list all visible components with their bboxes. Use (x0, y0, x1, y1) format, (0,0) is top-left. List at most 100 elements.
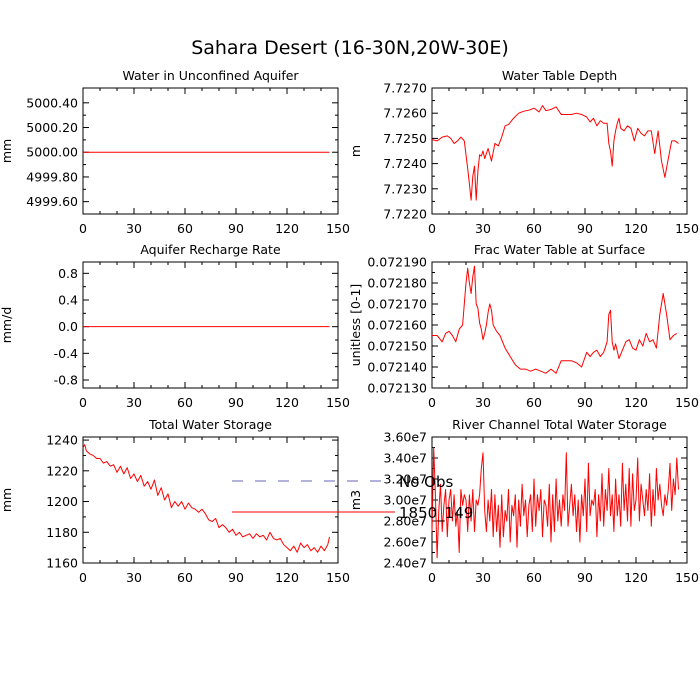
plot-frame (82, 436, 339, 564)
legend: No Obs 1850_149 (232, 473, 473, 523)
series-line-1850_149 (432, 265, 678, 374)
chart-panel-5: Total Water Storage mm 0 30 60 90 120 150 1160 11… (0, 417, 350, 585)
x-tick-label: 30 (475, 221, 491, 236)
y-tick-label: 1200 (46, 494, 78, 509)
y-tick-label: 0.072130 (367, 381, 427, 396)
x-tick-label: 0 (428, 570, 436, 585)
x-tick-label: 30 (475, 395, 491, 410)
figure-title: Sahara Desert (16-30N,20W-30E) (191, 37, 509, 59)
x-tick-label: 120 (275, 395, 299, 410)
x-tick-label: 120 (624, 395, 648, 410)
y-tick-label: 1160 (46, 556, 78, 571)
y-tick-label: 5000.00 (26, 145, 78, 160)
y-tick-label: 0.0 (58, 319, 78, 334)
x-tick-label: 30 (126, 221, 142, 236)
y-tick-label: 4999.80 (26, 169, 78, 184)
chart-panel-4: Frac Water Table at Surface unitless [0-1… (348, 242, 699, 410)
x-tick-label: 150 (326, 221, 350, 236)
plot-frame (82, 87, 339, 215)
y-tick-label: 1240 (46, 433, 78, 448)
panel-title: Water Table Depth (502, 68, 617, 83)
y-tick-label: 0.072140 (367, 360, 427, 375)
panel-title: Aquifer Recharge Rate (140, 242, 281, 257)
chart-panel-2: Water Table Depth m 0 30 60 90 120 150 7.7220 7.7… (348, 68, 699, 236)
series-line-1850_149 (82, 444, 330, 553)
x-tick-label: 30 (126, 570, 142, 585)
y-tick-label: 7.7260 (383, 106, 427, 121)
x-tick-label: 0 (79, 570, 87, 585)
y-tick-label: 7.7240 (383, 156, 427, 171)
y-tick-label: 1220 (46, 463, 78, 478)
x-tick-label: 150 (675, 395, 699, 410)
x-tick-label: 90 (577, 570, 593, 585)
y-tick-label: 0.072160 (367, 318, 427, 333)
x-tick-label: 120 (275, 221, 299, 236)
y-tick-label: 0.072180 (367, 276, 427, 291)
x-tick-label: 60 (177, 395, 193, 410)
legend-label-no-obs: No Obs (399, 473, 453, 491)
chart-panel-6: River Channel Total Water Storage m3 0 30 60… (348, 417, 699, 585)
y-tick-label: 0.4 (58, 293, 78, 308)
y-axis-label: mm (0, 488, 14, 512)
y-tick-label: 2.60e7 (384, 535, 427, 550)
y-tick-label: 2.40e7 (384, 556, 427, 571)
y-tick-label: 3.00e7 (384, 493, 427, 508)
legend-label-model: 1850_149 (399, 504, 473, 523)
series-line-1850_149 (431, 105, 679, 201)
x-tick-label: 90 (228, 395, 244, 410)
plot-frame (431, 261, 688, 389)
x-tick-label: 30 (475, 570, 491, 585)
panel-title: Frac Water Table at Surface (474, 242, 646, 257)
x-tick-label: 60 (526, 570, 542, 585)
y-tick-label: 3.40e7 (384, 451, 427, 466)
y-tick-label: 7.7270 (383, 81, 427, 96)
y-tick-label: -0.4 (54, 346, 78, 361)
x-tick-label: 60 (526, 395, 542, 410)
panel-title: Water in Unconfined Aquifer (122, 68, 299, 83)
y-tick-label: 7.7220 (383, 207, 427, 222)
y-tick-label: 0.8 (58, 266, 78, 281)
x-tick-label: 60 (177, 570, 193, 585)
chart-panel-3: Aquifer Recharge Rate mm/d 0 30 60 90 120 150 -0… (0, 242, 350, 410)
x-tick-label: 90 (577, 395, 593, 410)
x-tick-label: 90 (228, 221, 244, 236)
y-axis-label: unitless [0-1] (348, 284, 363, 367)
panel-title: River Channel Total Water Storage (452, 417, 667, 432)
y-axis-label: mm (0, 139, 14, 163)
y-axis-label: m (348, 145, 363, 157)
x-tick-label: 60 (526, 221, 542, 236)
y-tick-label: 5000.20 (26, 120, 78, 135)
y-axis-label: m3 (348, 490, 363, 510)
x-tick-label: 0 (428, 395, 436, 410)
x-tick-label: 150 (675, 570, 699, 585)
y-tick-label: 3.60e7 (384, 430, 427, 445)
x-tick-label: 150 (326, 395, 350, 410)
series-line-1850_149 (431, 447, 679, 559)
y-tick-label: 0.072170 (367, 297, 427, 312)
x-tick-label: 150 (326, 570, 350, 585)
chart-panel-1: Water in Unconfined Aquifer mm 0 30 60 90 120 1… (0, 68, 350, 236)
y-tick-label: 0.072150 (367, 339, 427, 354)
x-tick-label: 0 (79, 221, 87, 236)
x-tick-label: 120 (624, 221, 648, 236)
y-tick-label: 7.7250 (383, 131, 427, 146)
x-tick-label: 150 (675, 221, 699, 236)
y-tick-label: 4999.60 (26, 194, 78, 209)
x-tick-label: 0 (79, 395, 87, 410)
y-tick-label: -0.8 (54, 373, 78, 388)
y-tick-label: 5000.40 (26, 95, 78, 110)
y-tick-label: 7.7230 (383, 181, 427, 196)
chart-panels: Water in Unconfined Aquifer mm 0 30 60 90 120 1… (0, 68, 699, 585)
x-tick-label: 0 (428, 221, 436, 236)
x-tick-label: 30 (126, 395, 142, 410)
x-tick-label: 90 (577, 221, 593, 236)
y-tick-label: 3.20e7 (384, 472, 427, 487)
plot-frame (82, 261, 339, 389)
y-tick-label: 2.80e7 (384, 514, 427, 529)
x-tick-label: 120 (275, 570, 299, 585)
x-tick-label: 120 (624, 570, 648, 585)
x-tick-label: 60 (177, 221, 193, 236)
y-tick-label: 1180 (46, 525, 78, 540)
x-tick-label: 90 (228, 570, 244, 585)
